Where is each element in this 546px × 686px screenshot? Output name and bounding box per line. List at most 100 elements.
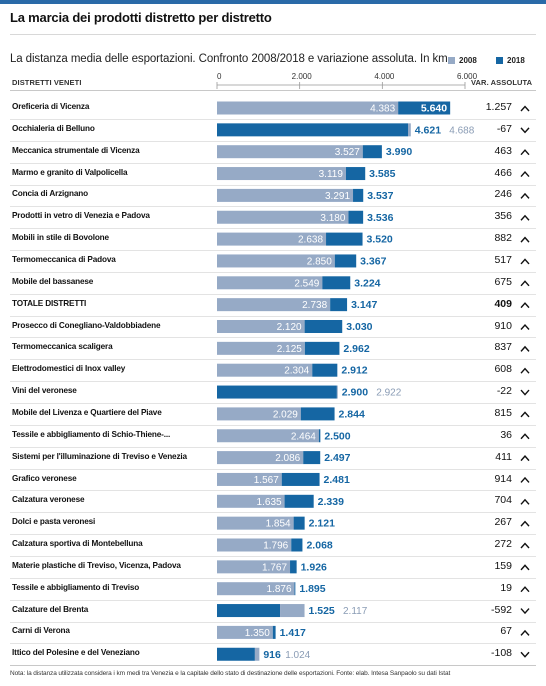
bar-2008 bbox=[217, 625, 273, 639]
bar-2008-surplus bbox=[254, 647, 260, 661]
arrow-up-icon bbox=[520, 258, 530, 265]
top-accent-bar bbox=[0, 0, 546, 4]
variation-value: 704 bbox=[494, 494, 512, 507]
value-label-2008: 2.549 bbox=[294, 278, 319, 289]
variation-value: 608 bbox=[494, 363, 512, 376]
category-label: Termomeccanica scaligera bbox=[12, 342, 113, 352]
bar-2018-increase bbox=[362, 145, 382, 159]
arrow-up-icon bbox=[520, 476, 530, 483]
value-label-2008: 1.876 bbox=[267, 584, 292, 595]
row-separator bbox=[10, 118, 536, 120]
bar-2008 bbox=[217, 451, 304, 465]
bar-2018-increase bbox=[272, 625, 276, 639]
arrow-up-icon bbox=[520, 586, 530, 593]
category-label: Sistemi per l'illuminazione di Treviso e… bbox=[12, 451, 187, 461]
bar-2008-surplus bbox=[408, 123, 411, 137]
bar-2018-increase bbox=[330, 298, 348, 312]
category-label: Calzature del Brenta bbox=[12, 604, 89, 614]
column-header-variation: VAR. ASSOLUTA bbox=[471, 78, 533, 87]
variation-value: 19 bbox=[500, 581, 512, 594]
value-label-2008: 1.350 bbox=[245, 628, 270, 639]
value-label-2018: 3.224 bbox=[354, 277, 380, 289]
bar-2018-increase bbox=[291, 538, 303, 552]
value-label-2018: 2.900 bbox=[342, 387, 368, 399]
variation-value: 815 bbox=[494, 406, 512, 419]
variation-value: 267 bbox=[494, 516, 512, 529]
bar-2008 bbox=[217, 188, 353, 202]
footnote: Nota: la distanza utilizzata considera i… bbox=[10, 670, 451, 677]
arrow-up-icon bbox=[520, 520, 530, 527]
arrow-down-icon bbox=[520, 127, 530, 134]
value-label-2018: 3.367 bbox=[360, 255, 386, 267]
value-label-2018: 2.962 bbox=[343, 343, 369, 355]
bar-2008 bbox=[217, 582, 295, 596]
arrow-down-icon bbox=[520, 651, 530, 658]
category-label: Marmo e granito di Valpolicella bbox=[12, 167, 128, 177]
row-separator bbox=[10, 424, 536, 426]
bar-2008 bbox=[217, 210, 349, 224]
row-separator bbox=[10, 271, 536, 273]
legend-2008-label: 2008 bbox=[459, 56, 477, 65]
bar-2018-increase bbox=[348, 210, 364, 224]
bar-2018-increase bbox=[300, 407, 335, 421]
row-separator bbox=[10, 490, 536, 492]
row-separator bbox=[10, 643, 536, 645]
bar-2008 bbox=[217, 167, 346, 181]
category-label: Materie plastiche di Treviso, Vicenza, P… bbox=[12, 560, 181, 570]
bar-2018-increase bbox=[312, 363, 338, 377]
category-label: Termomeccanica di Padova bbox=[12, 255, 116, 264]
legend-2018-label: 2018 bbox=[507, 56, 525, 65]
value-label-2018: 3.030 bbox=[346, 321, 372, 333]
category-label: Vini del veronese bbox=[12, 386, 77, 396]
arrow-up-icon bbox=[520, 236, 530, 243]
variation-value: 466 bbox=[494, 166, 512, 179]
row-separator bbox=[10, 250, 536, 251]
category-label: Dolci e pasta veronesi bbox=[12, 517, 96, 527]
value-label-2018: 5.640 bbox=[421, 103, 447, 115]
value-label-2018: 3.147 bbox=[351, 299, 377, 311]
variation-value: -108 bbox=[490, 647, 512, 660]
arrow-up-icon bbox=[520, 280, 530, 287]
row-separator bbox=[10, 599, 536, 601]
value-label-2018: 3.585 bbox=[369, 168, 395, 180]
category-label: Occhialeria di Belluno bbox=[12, 123, 95, 133]
arrow-up-icon bbox=[520, 105, 530, 112]
value-label-2018: 2.497 bbox=[324, 452, 350, 464]
category-label: Calzatura veronese bbox=[12, 495, 85, 505]
x-tick-label: 2.000 bbox=[292, 72, 313, 81]
arrow-up-icon bbox=[520, 542, 530, 549]
value-label-2008: 1.635 bbox=[257, 497, 282, 508]
value-label-2008: 1.024 bbox=[285, 650, 310, 661]
bar-2018-increase bbox=[345, 167, 366, 181]
chart-title: La marcia dei prodotti distretto per dis… bbox=[10, 10, 272, 25]
variation-value: -592 bbox=[490, 603, 512, 616]
variation-value: 67 bbox=[500, 625, 512, 638]
bar-2018-increase bbox=[326, 232, 363, 246]
category-label: Concia di Arzignano bbox=[12, 189, 88, 199]
variation-value: 1.257 bbox=[485, 101, 512, 113]
arrow-up-icon bbox=[520, 411, 530, 418]
value-label-2018: 1.417 bbox=[280, 627, 306, 639]
variation-value: 246 bbox=[494, 188, 512, 201]
category-label: Meccanica strumentale di Vicenza bbox=[12, 145, 140, 155]
arrow-up-icon bbox=[520, 455, 530, 462]
row-separator bbox=[10, 577, 536, 579]
x-tick-label: 0 bbox=[217, 72, 222, 81]
arrow-up-icon bbox=[520, 629, 530, 636]
value-label-2008: 3.119 bbox=[319, 169, 344, 180]
row-separator bbox=[10, 555, 536, 557]
row-separator bbox=[10, 381, 536, 383]
bar-2008 bbox=[217, 363, 313, 377]
value-label-2008: 2.304 bbox=[284, 366, 309, 377]
bar-2008 bbox=[217, 429, 319, 443]
variation-value: 36 bbox=[500, 428, 512, 441]
arrow-up-icon bbox=[520, 345, 530, 352]
value-label-2018: 2.339 bbox=[318, 496, 344, 508]
category-label: TOTALE DISTRETTI bbox=[12, 298, 87, 308]
value-label-2008: 3.291 bbox=[325, 191, 350, 202]
value-label-2008: 1.567 bbox=[254, 475, 279, 486]
value-label-2008: 2.638 bbox=[298, 235, 323, 246]
bar-2018-increase bbox=[290, 560, 297, 574]
bar-2018 bbox=[217, 123, 408, 137]
